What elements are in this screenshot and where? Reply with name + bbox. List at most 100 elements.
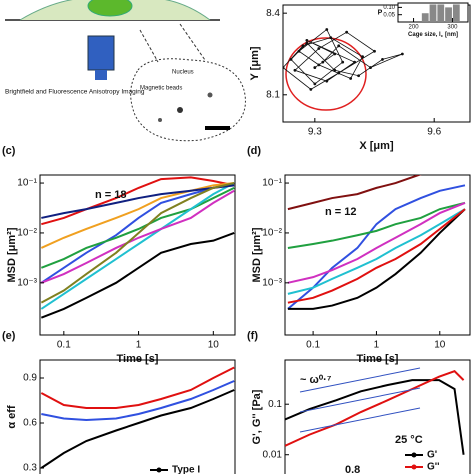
series-line: [287, 208, 466, 304]
point: [321, 60, 325, 64]
point: [305, 38, 309, 42]
objective-tip: [95, 70, 107, 80]
annotation: 0.8: [345, 464, 360, 474]
plot-frame: [284, 174, 471, 336]
x-tick-label: 300: [447, 25, 458, 31]
series-line: [287, 208, 466, 295]
objective: [87, 35, 115, 71]
zoom-lines: [139, 23, 206, 63]
panel-label: (c): [2, 145, 16, 157]
point: [381, 58, 384, 61]
panel-label: (d): [247, 145, 261, 157]
y-axis-label: MSD [μm²]: [251, 227, 263, 282]
point: [317, 63, 321, 67]
series-line: [287, 175, 422, 211]
series-line: [41, 184, 235, 219]
x-axis-label: Cage size, lc [nm]: [408, 32, 458, 38]
legend-marker: [156, 467, 162, 473]
cell-outline: [130, 58, 246, 142]
y-axis-label: G', G'' [Pa]: [251, 389, 263, 444]
bar: [452, 4, 460, 22]
point: [349, 77, 353, 80]
point: [297, 49, 301, 53]
series-line: [40, 389, 235, 469]
series-line: [41, 176, 235, 226]
y-tick-label: 0.10: [383, 5, 395, 11]
series-line: [40, 189, 235, 284]
x-tick-label: 10: [434, 340, 446, 351]
y-tick-label: 0.3: [23, 463, 37, 474]
legend-label: G': [427, 450, 437, 461]
series-line: [40, 182, 235, 310]
x-axis-label: X [μm]: [359, 140, 394, 152]
series-line: [287, 201, 466, 249]
scale-bar: [205, 126, 230, 130]
point: [329, 36, 333, 40]
y-axis-label: MSD [μm²]: [6, 227, 18, 282]
cage-ellipse: [285, 37, 367, 111]
plot-frame: [282, 4, 471, 123]
series-line: [40, 366, 235, 409]
plot-area: [287, 175, 466, 310]
y-axis-label: P: [378, 9, 383, 16]
y-tick-label: 0.9: [23, 373, 37, 384]
series-line: [40, 182, 235, 249]
y-tick-label: 0.05: [383, 12, 395, 18]
beads-label: Magnetic beads: [140, 86, 182, 92]
series-line: [287, 208, 466, 310]
point: [369, 66, 372, 69]
x-axis-label: Time [s]: [117, 353, 159, 365]
x-tick-label: 9.3: [308, 127, 322, 138]
series-line: [40, 186, 235, 269]
y-tick-label: 10⁻³: [262, 277, 282, 288]
bar: [429, 4, 437, 22]
legend-marker: [411, 452, 417, 458]
x-tick-label: 0.1: [57, 340, 71, 351]
point: [337, 71, 341, 75]
annotation: n = 18: [95, 189, 127, 201]
point: [357, 74, 360, 78]
point: [301, 44, 305, 48]
plot-frame: [39, 174, 236, 336]
y-tick-label: 10⁻²: [262, 228, 282, 239]
bead: [207, 92, 213, 98]
y-tick-label: 10⁻¹: [262, 178, 282, 189]
series-line: [40, 182, 235, 284]
x-tick-label: 1: [136, 340, 142, 351]
x-tick-label: 200: [409, 25, 420, 31]
series-line: [40, 182, 235, 304]
point: [341, 60, 345, 64]
y-tick-label: 0.6: [23, 418, 37, 429]
legend-label: G'': [427, 462, 440, 473]
y-tick-label: 8.1: [266, 89, 280, 100]
point: [305, 41, 309, 45]
x-axis-label-unit: [nm]: [445, 32, 458, 38]
series-line: [287, 201, 466, 284]
point: [345, 30, 349, 34]
series-line: [285, 370, 465, 447]
y-axis-label: α eff: [6, 405, 18, 429]
point: [361, 55, 364, 59]
plot-area: [40, 176, 235, 319]
plot-frame: [284, 359, 471, 474]
guide-line: [299, 387, 421, 413]
series-line: [287, 184, 466, 310]
point: [325, 28, 329, 31]
annotation: n = 12: [325, 206, 357, 218]
annotation: 25 °C: [395, 434, 423, 446]
bar: [445, 7, 452, 22]
nucleus-label: Nucleus: [172, 70, 194, 76]
guide-line: [299, 407, 421, 433]
y-tick-label: 10⁻¹: [17, 178, 37, 189]
panel-label: (f): [247, 330, 258, 342]
x-tick-label: 0.1: [306, 340, 320, 351]
y-tick-label: 10⁻²: [17, 228, 37, 239]
plot-area: [283, 28, 404, 91]
point: [353, 60, 357, 64]
point: [317, 47, 321, 50]
bar: [437, 4, 445, 22]
point: [313, 82, 317, 86]
point: [289, 58, 293, 61]
plot-area: [421, 4, 460, 22]
